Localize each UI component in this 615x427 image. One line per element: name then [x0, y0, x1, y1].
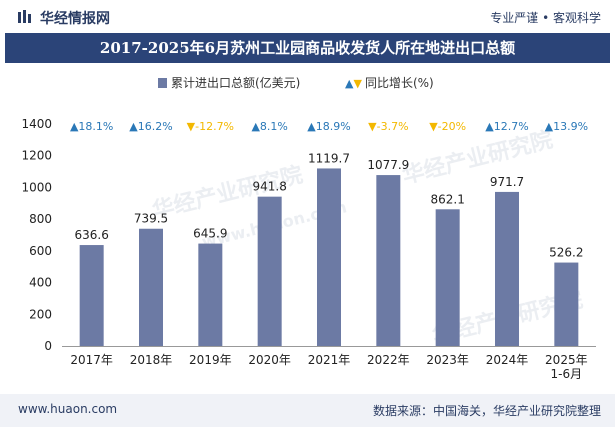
y-tick-label: 800 [29, 212, 52, 226]
legend-growth-item: ▲▼ 同比增长(%) [345, 74, 434, 91]
growth-label: ▲18.1% [70, 120, 113, 133]
website-link[interactable]: www.huaon.com [18, 402, 118, 416]
bar [554, 262, 579, 346]
growth-label: ▼-20% [429, 120, 466, 133]
y-tick-label: 600 [29, 244, 52, 258]
y-tick-label: 400 [29, 276, 52, 290]
x-tick-label: 2024年 [486, 353, 529, 367]
bar-value-label: 862.1 [430, 192, 464, 206]
bar-value-label: 941.8 [252, 180, 286, 194]
legend: 累计进出口总额(亿美元) ▲▼ 同比增长(%) [0, 72, 615, 92]
bar [257, 196, 282, 346]
bar-value-label: 636.6 [74, 228, 108, 242]
x-tick-label: 2017年 [70, 353, 113, 367]
x-tick-label: 1-6月 [551, 367, 583, 381]
chart-title: 2017-2025年6月苏州工业园商品收发货人所在地进出口总额 [5, 33, 610, 63]
bar [139, 228, 163, 346]
bar [495, 191, 519, 346]
bar [198, 243, 223, 346]
bar [435, 209, 460, 346]
slogan: 专业严谨 • 客观科学 [490, 11, 601, 25]
growth-label: ▲13.9% [545, 120, 588, 133]
bar [376, 175, 401, 346]
y-tick-label: 200 [29, 307, 52, 321]
bar-value-label: 1119.7 [308, 151, 350, 165]
y-tick-label: 1400 [21, 117, 52, 131]
logo-icon [18, 10, 31, 23]
x-tick-label: 2019年 [189, 353, 232, 367]
data-source: 数据来源：中国海关，华经产业研究院整理 [372, 404, 601, 418]
growth-label: ▲8.1% [251, 120, 287, 133]
growth-label: ▲18.9% [307, 120, 350, 133]
y-tick-label: 1000 [21, 180, 52, 194]
legend-growth-label: 同比增长(%) [364, 76, 434, 90]
triangle-down-icon: ▼ [353, 77, 362, 90]
bar-value-label: 1077.9 [367, 158, 409, 172]
brand-name: 华经情报网 [40, 11, 110, 27]
bar-value-label: 739.5 [134, 212, 168, 226]
x-tick-label: 2020年 [248, 353, 291, 367]
x-tick-label: 2022年 [367, 353, 410, 367]
footer: www.huaon.com 数据来源：中国海关，华经产业研究院整理 [0, 394, 615, 427]
y-tick-label: 1200 [21, 149, 52, 163]
x-tick-label: 2021年 [308, 353, 351, 367]
bar-value-label: 645.9 [193, 227, 227, 241]
growth-label: ▼-3.7% [368, 120, 408, 133]
top-bar: 华经情报网 专业严谨 • 客观科学 [0, 0, 615, 32]
x-tick-label: 2018年 [130, 353, 173, 367]
bar-chart: 0 200 400 600 800 1000 1200 1400 636.6 ▲18.1% 2017… [21, 117, 596, 381]
growth-label: ▼-12.7% [187, 120, 234, 133]
x-tick-label: 2025年 [545, 353, 588, 367]
growth-label: ▲16.2% [129, 120, 172, 133]
legend-bar-swatch [158, 78, 167, 88]
triangle-up-icon: ▲ [345, 77, 354, 90]
legend-bar-item: 累计进出口总额(亿美元) [158, 74, 300, 91]
bar-value-label: 971.7 [490, 175, 524, 189]
bar [79, 245, 104, 346]
legend-bar-label: 累计进出口总额(亿美元) [171, 76, 301, 90]
x-tick-label: 2023年 [426, 353, 469, 367]
y-tick-label: 0 [44, 339, 52, 353]
growth-label: ▲12.7% [485, 120, 528, 133]
bar [317, 168, 341, 346]
bar-value-label: 526.2 [549, 246, 583, 260]
